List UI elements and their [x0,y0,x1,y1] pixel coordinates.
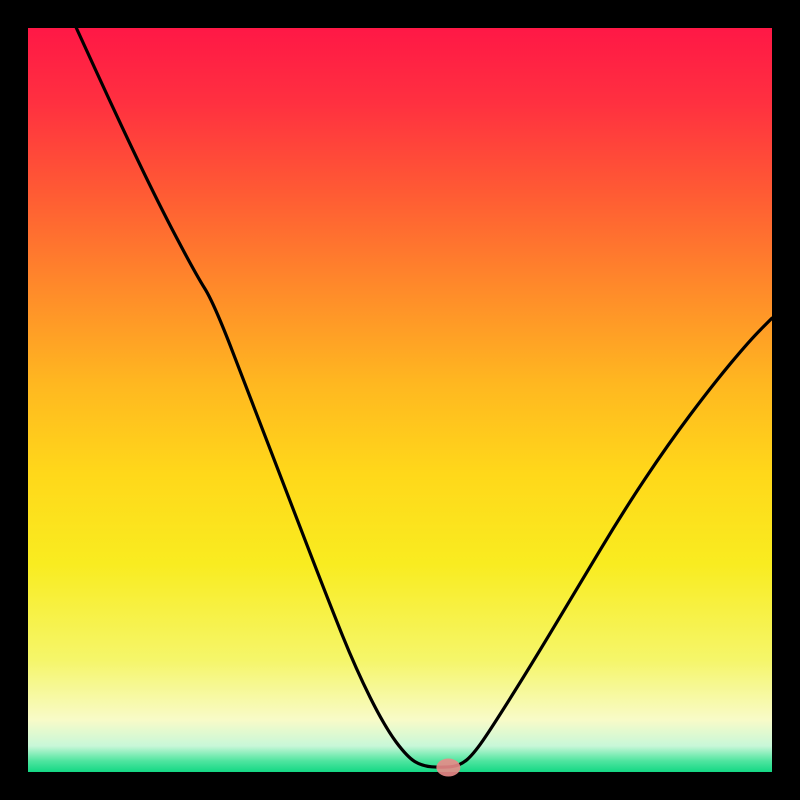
plot-gradient-background [28,28,772,772]
optimal-marker [436,759,460,777]
chart-container: TheBottleneck.com [0,0,800,800]
bottleneck-chart [0,0,800,800]
